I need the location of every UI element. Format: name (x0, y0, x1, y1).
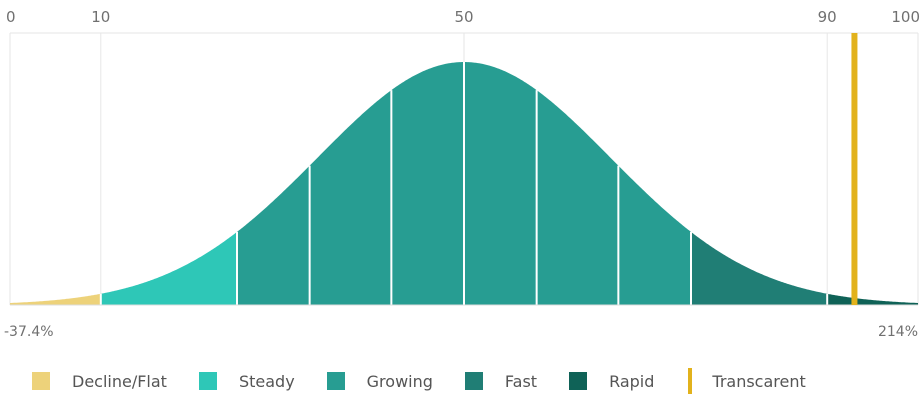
bell-curve-chart: 0 10 50 90 100 -37.4% 214% (4, 8, 920, 340)
legend-label-growing: Growing (366, 371, 433, 391)
tick-label-90: 90 (818, 8, 837, 26)
legend-swatch-fast (464, 372, 483, 390)
legend-item-growing: Growing (326, 371, 433, 391)
legend-swatch-steady (198, 372, 217, 390)
legend-label-steady: Steady (238, 371, 295, 391)
segment-fast (691, 231, 828, 305)
segment-rapid (827, 293, 918, 305)
tick-label-10: 10 (91, 8, 110, 26)
legend-label-decline-flat: Decline/Flat (72, 371, 167, 391)
legend-label-rapid: Rapid (609, 371, 655, 391)
range-min-label: -37.4% (4, 324, 54, 340)
legend-swatch-growing (326, 372, 345, 390)
tick-label-0: 0 (6, 8, 16, 26)
legend-swatch-rapid (569, 372, 588, 390)
legend-label-transcarent: Transcarent (712, 371, 806, 391)
chart-legend: Decline/Flat Steady Growing Fast Rapid T… (32, 368, 806, 394)
legend-item-transcarent: Transcarent (686, 368, 806, 394)
legend-item-rapid: Rapid (569, 372, 654, 391)
range-max-label: 214% (878, 324, 918, 340)
legend-item-fast: Fast (464, 371, 538, 391)
segment-decline-flat (10, 293, 101, 305)
legend-swatch-transcarent (688, 368, 693, 394)
legend-item-steady: Steady (198, 371, 295, 391)
segment-steady (100, 231, 237, 305)
legend-swatch-decline-flat (32, 372, 50, 390)
tick-label-50: 50 (454, 8, 473, 26)
marker-transcarent (851, 33, 858, 305)
legend-item-decline-flat: Decline/Flat (32, 372, 167, 391)
legend-label-fast: Fast (504, 371, 538, 391)
tick-label-100: 100 (891, 8, 920, 26)
